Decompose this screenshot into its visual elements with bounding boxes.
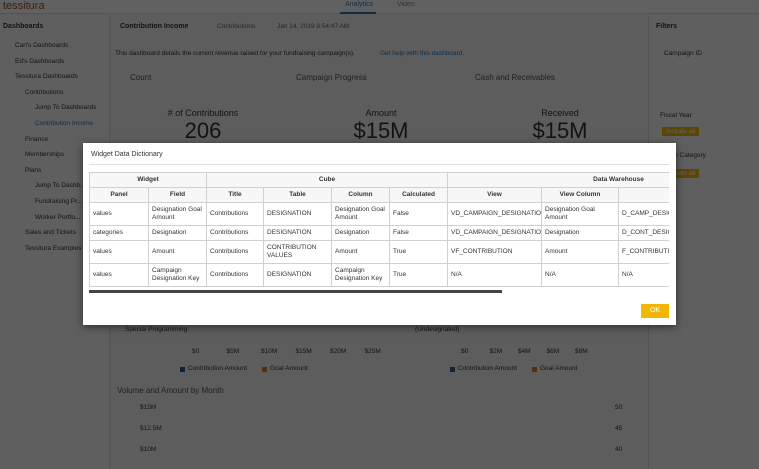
table-cell: Amount — [331, 240, 391, 264]
table-cell: D_CAMP_DESIGNATION — [618, 202, 669, 226]
table-cell: DESIGNATION — [263, 202, 333, 226]
table-cell: Designation Goal Amount — [331, 202, 391, 226]
column-header: Calculated — [389, 187, 449, 203]
table-cell: Designation — [147, 225, 208, 241]
table-cell: True — [389, 263, 449, 287]
column-header: Panel — [89, 187, 149, 203]
table-cell: F_CONTRIBUTION — [618, 240, 669, 264]
ok-button[interactable]: OK — [641, 304, 669, 318]
column-header: Column — [331, 187, 391, 203]
column-header: View Column — [541, 187, 620, 203]
table-cell: Designation Goal Amount — [541, 202, 620, 226]
table-cell: Contributions — [206, 263, 265, 287]
table-wrap: Widget Cube Data Warehouse Panel Field Title T… — [89, 172, 669, 292]
column-header: Field — [147, 187, 208, 203]
table-row: categories Designation Contributions DESIGN… — [89, 225, 669, 241]
table-cell: True — [389, 240, 449, 264]
table-cell: Contributions — [206, 240, 265, 264]
table-cell: VF_CONTRIBUTION — [447, 240, 543, 264]
column-header: Title — [206, 187, 265, 203]
table-cell: N/A — [541, 263, 620, 287]
header-row: Panel Field Title Table Column Calculated View… — [89, 187, 669, 203]
table-cell: Contributions — [206, 225, 265, 241]
group-header: Data Warehouse — [447, 172, 669, 188]
table-cell: Designation Goal Amount — [147, 202, 208, 226]
table-row: values Campaign Designation Key Contributi… — [89, 263, 669, 287]
group-header: Widget — [89, 172, 208, 188]
dialog: Widget Data Dictionary Widget Cube Data Wa… — [83, 143, 676, 325]
table-cell: DESIGNATION — [263, 263, 333, 287]
column-header: Table — [618, 187, 669, 203]
table-cell: VD_CAMPAIGN_DESIGNATION — [447, 225, 543, 241]
table-cell: values — [89, 240, 149, 264]
table-cell: Amount — [147, 240, 208, 264]
table-cell: DESIGNATION — [263, 225, 333, 241]
table-cell: False — [389, 202, 449, 226]
scrollbar — [89, 290, 502, 293]
table-cell: D_CONT_DESIGNATION — [618, 225, 669, 241]
table-cell: CONTRIBUTION VALUES — [263, 240, 333, 264]
column-header: View — [447, 187, 543, 203]
table-cell: values — [89, 263, 149, 287]
table-cell: Amount — [541, 240, 620, 264]
table-cell: False — [389, 225, 449, 241]
table-row: values Amount Contributions CONTRIBUTION VA… — [89, 240, 669, 264]
data-table: Widget Cube Data Warehouse Panel Field Title T… — [89, 172, 669, 287]
table-cell: VD_CAMPAIGN_DESIGNATION — [447, 202, 543, 226]
table-row: values Designation Goal Amount Contributio… — [89, 202, 669, 226]
group-row: Widget Cube Data Warehouse — [89, 172, 669, 188]
dialog-title: Widget Data Dictionary — [91, 151, 163, 158]
divider — [89, 164, 669, 165]
table-cell: values — [89, 202, 149, 226]
table-cell: Contributions — [206, 202, 265, 226]
column-header: Table — [263, 187, 333, 203]
table-cell: Campaign Designation Key — [331, 263, 391, 287]
table-cell: Designation — [541, 225, 620, 241]
table-cell: N/A — [618, 263, 669, 287]
table-cell: Campaign Designation Key — [147, 263, 208, 287]
table-cell: Designation — [331, 225, 391, 241]
group-header: Cube — [206, 172, 449, 188]
table-cell: N/A — [447, 263, 543, 287]
table-cell: categories — [89, 225, 149, 241]
